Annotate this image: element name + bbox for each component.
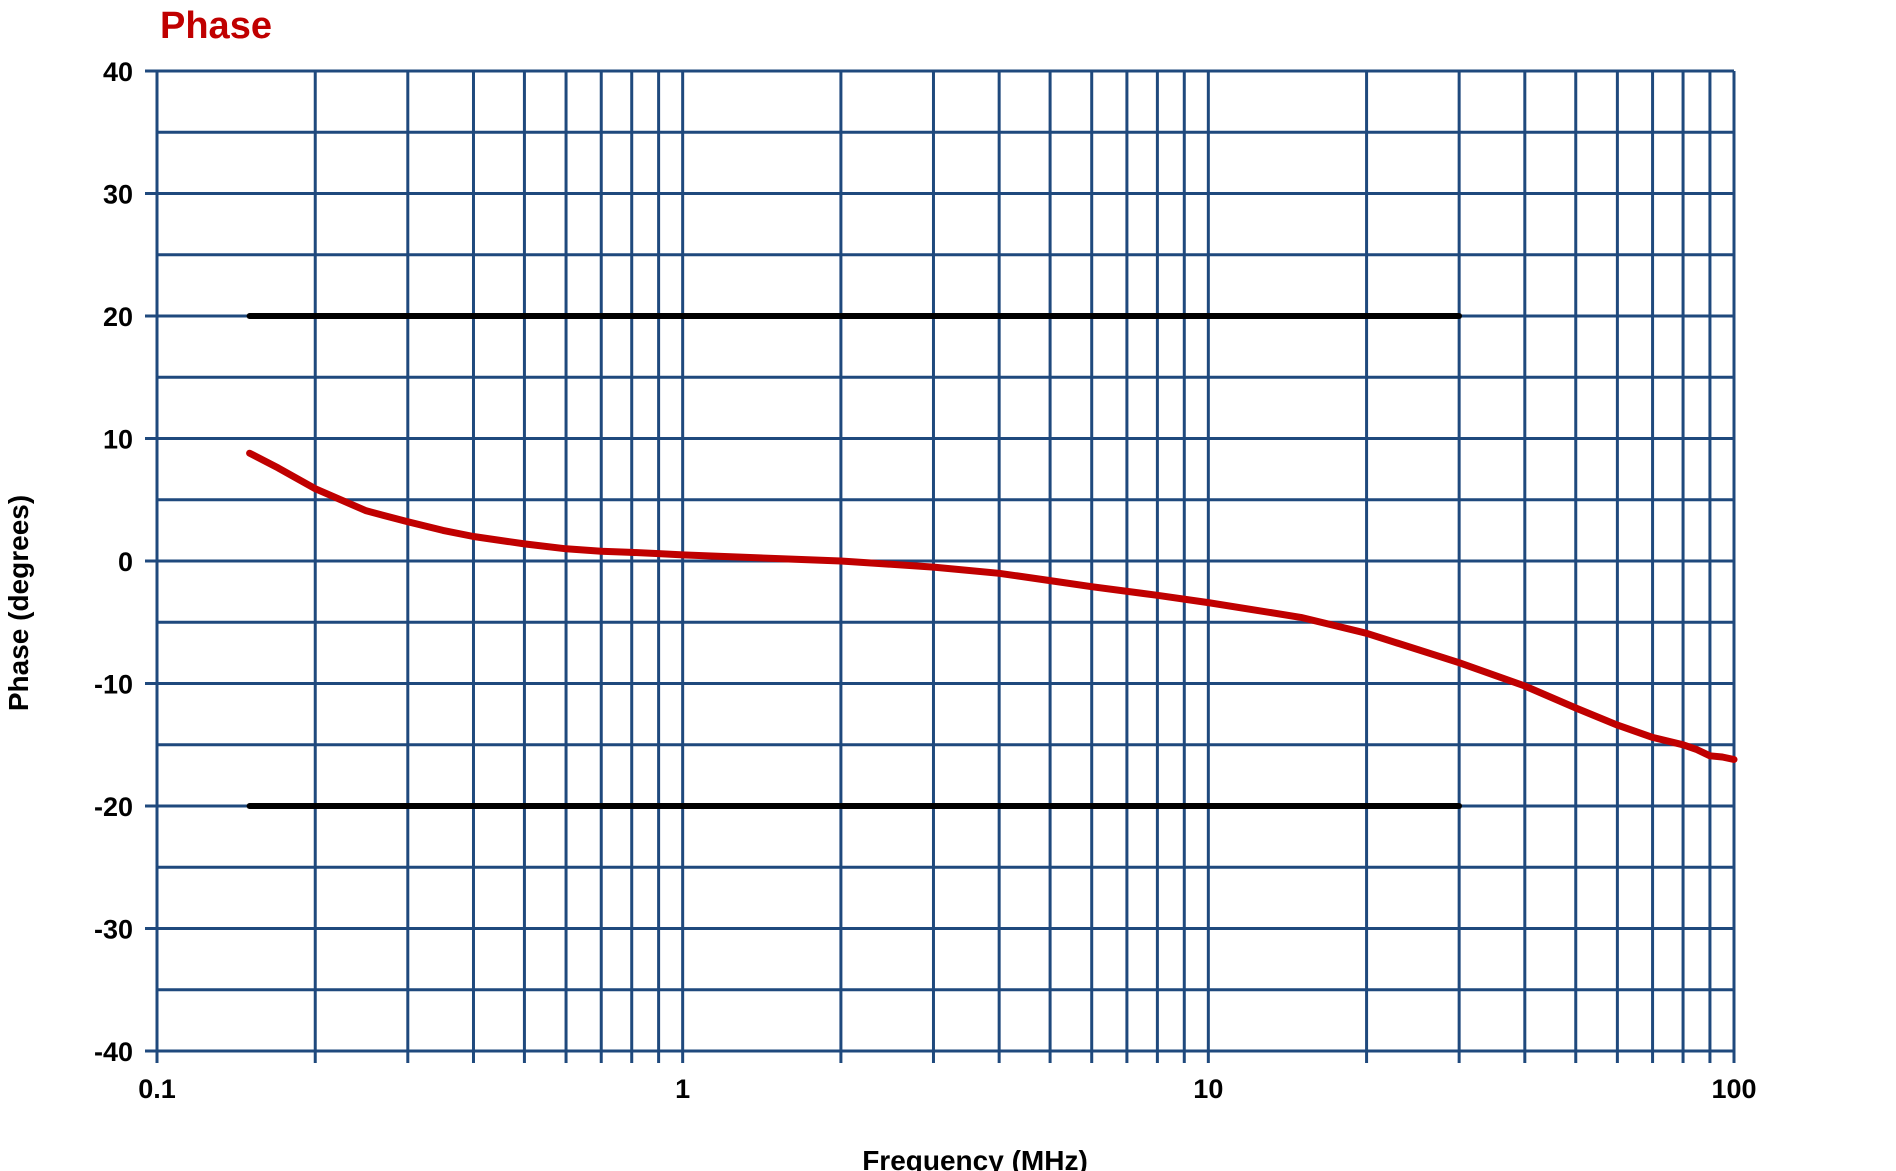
- limit-lines: [246, 313, 1463, 809]
- chart-title: Phase: [160, 5, 272, 47]
- x-tick-label: 0.1: [138, 1074, 176, 1104]
- x-tick-label: 10: [1193, 1074, 1223, 1104]
- y-tick-label: 20: [103, 302, 133, 332]
- y-tick-label: 40: [103, 57, 133, 87]
- y-tick-label: 30: [103, 180, 133, 210]
- y-tick-label: -20: [94, 792, 133, 822]
- y-tick-label: -40: [94, 1037, 133, 1067]
- data-series: [246, 449, 1738, 763]
- y-axis-label: Phase (degrees): [3, 495, 34, 711]
- y-tick-label: -10: [94, 670, 133, 700]
- y-tick-label: 0: [118, 547, 133, 577]
- x-tick-label: 1: [675, 1074, 690, 1104]
- x-tick-label: 100: [1711, 1074, 1756, 1104]
- y-tick-label: 10: [103, 425, 133, 455]
- grid-lines: [145, 69, 1736, 1063]
- y-tick-label: -30: [94, 915, 133, 945]
- phase-series-line: [246, 449, 1738, 763]
- x-axis-label: Frequency (MHz): [862, 1145, 1088, 1171]
